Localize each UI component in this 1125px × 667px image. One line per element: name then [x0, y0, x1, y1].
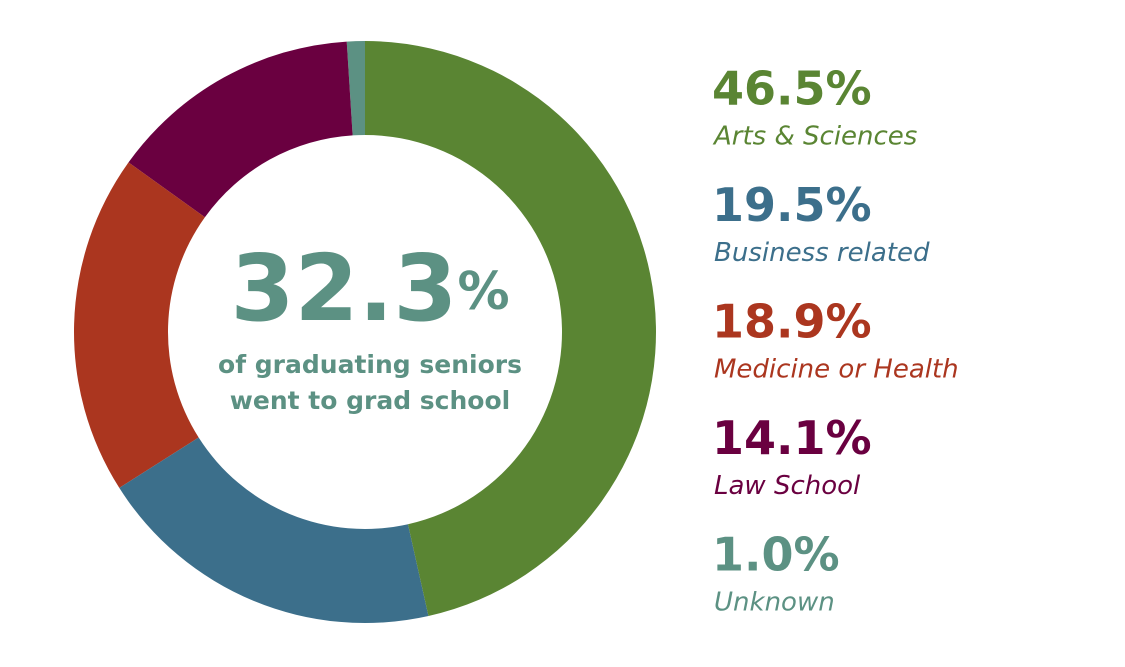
legend-value: 46.5%	[712, 62, 872, 116]
legend-value: 18.9%	[712, 295, 872, 349]
donut-segment	[346, 41, 365, 136]
legend-value: 19.5%	[712, 178, 872, 232]
legend-label: Business related	[714, 238, 930, 268]
donut-segment	[119, 437, 429, 623]
legend-value: 1.0%	[712, 528, 840, 582]
center-caption: of graduating seniors	[218, 350, 522, 379]
center-label: 32.3%	[230, 235, 509, 342]
legend-label: Medicine or Health	[714, 355, 959, 385]
legend-label: Arts & Sciences	[712, 122, 917, 152]
center-caption: went to grad school	[230, 386, 510, 415]
donut-segment	[365, 41, 657, 616]
legend-label: Law School	[714, 471, 861, 501]
donut-segment	[128, 41, 353, 218]
legend-value: 14.1%	[712, 411, 872, 465]
legend-label: Unknown	[714, 588, 835, 618]
donut-segment	[74, 162, 205, 488]
